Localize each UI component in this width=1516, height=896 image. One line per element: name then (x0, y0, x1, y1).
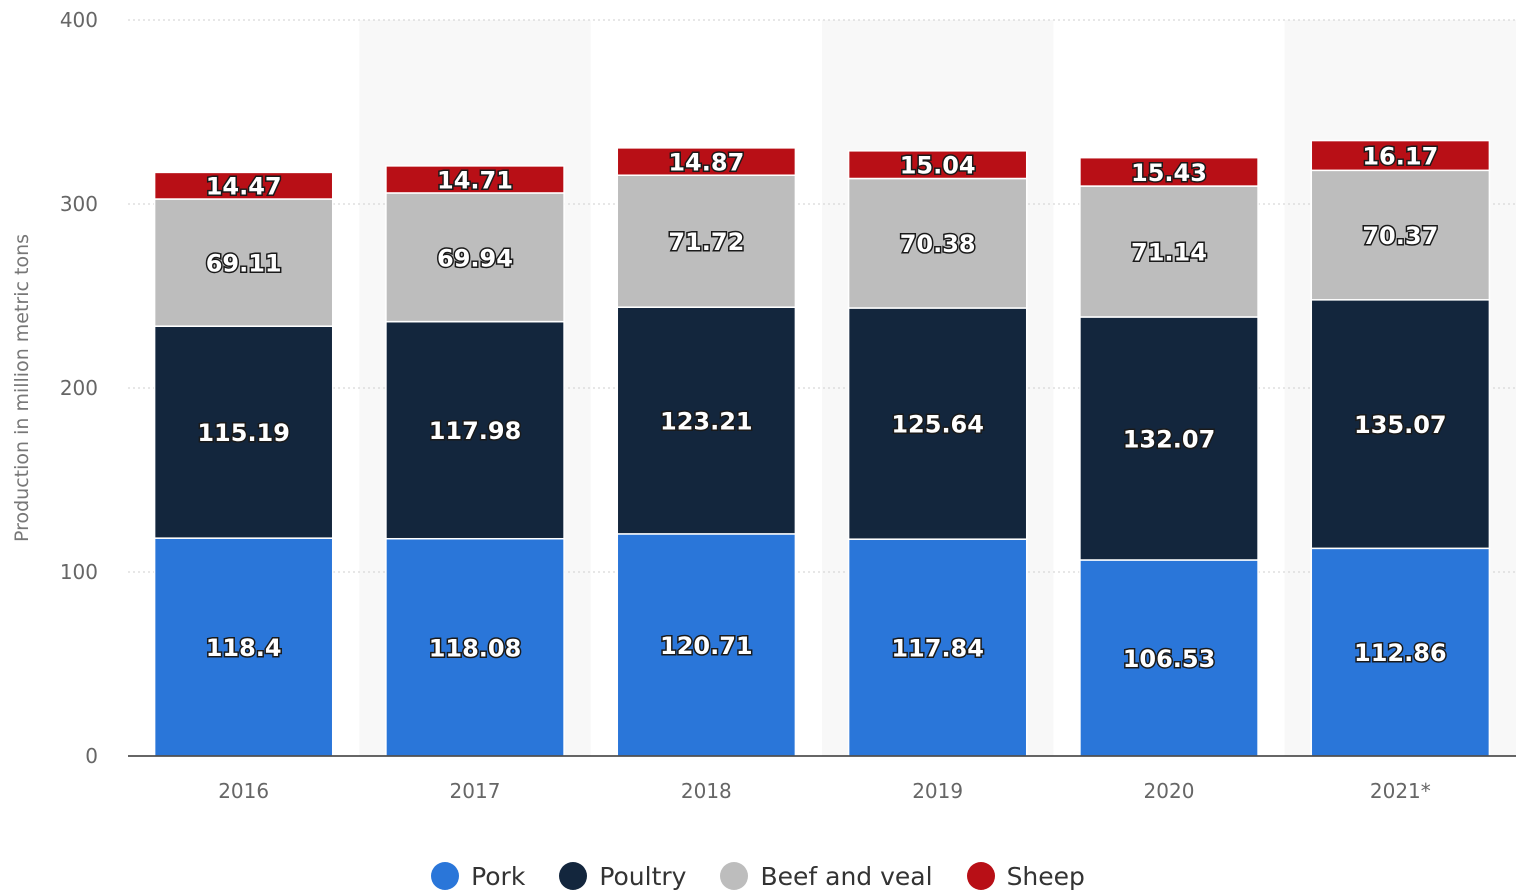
bar-pork[interactable] (1079, 559, 1259, 757)
legend-item[interactable]: Poultry (559, 862, 686, 891)
data-label: 132.07 (1123, 425, 1216, 453)
data-label: 115.19 (197, 419, 290, 447)
data-label: 123.21 (660, 408, 753, 436)
x-tick-label: 2020 (1144, 779, 1195, 803)
y-tick-label: 0 (85, 744, 98, 768)
bar-beef-and-veal[interactable] (153, 198, 334, 327)
legend-item[interactable]: Pork (431, 862, 525, 891)
bar-poultry[interactable] (385, 320, 565, 540)
data-label: 106.53 (1123, 645, 1216, 673)
data-label: 117.98 (429, 417, 522, 445)
bar-sheep[interactable] (1079, 156, 1259, 187)
y-axis-label: Production in million metric tons (11, 234, 33, 542)
data-label: 69.94 (437, 244, 513, 272)
legend-label: Pork (471, 861, 526, 891)
legend-label: Poultry (599, 861, 687, 891)
data-label: 14.71 (437, 166, 513, 194)
y-tick-label: 300 (60, 192, 98, 216)
bar-beef-and-veal[interactable] (385, 192, 565, 323)
legend-marker-icon (431, 862, 460, 890)
data-label: 14.87 (668, 149, 744, 177)
bar-poultry[interactable] (153, 325, 334, 539)
bar-sheep[interactable] (847, 150, 1028, 180)
y-tick-label: 200 (60, 376, 98, 400)
bar-sheep[interactable] (385, 165, 565, 194)
bar-pork[interactable] (1310, 547, 1491, 757)
data-label: 118.08 (429, 634, 522, 662)
bar-beef-and-veal[interactable] (616, 174, 797, 308)
legend-marker-icon (720, 862, 749, 890)
legend-marker-icon (559, 862, 588, 890)
bar-beef-and-veal[interactable] (1079, 185, 1259, 318)
bar-pork[interactable] (385, 537, 565, 757)
data-label: 135.07 (1354, 411, 1447, 439)
legend-marker-icon (966, 862, 995, 890)
legend-item[interactable]: Beef and veal (720, 861, 933, 891)
data-label: 71.14 (1131, 239, 1207, 267)
data-label: 112.86 (1354, 639, 1447, 667)
legend-item[interactable]: Sheep (966, 861, 1085, 891)
bar-pork[interactable] (153, 537, 334, 757)
data-label: 70.37 (1362, 222, 1438, 250)
bar-sheep[interactable] (1310, 139, 1491, 172)
bar-sheep[interactable] (153, 171, 334, 200)
x-tick-label: 2018 (681, 779, 732, 803)
data-label: 15.04 (900, 152, 976, 180)
x-tick-label: 2019 (912, 779, 963, 803)
x-tick-label: 2016 (218, 779, 269, 803)
legend-label: Sheep (1006, 861, 1085, 891)
x-tick-label: 2021* (1370, 779, 1431, 803)
x-tick-label: 2017 (450, 779, 501, 803)
bar-poultry[interactable] (616, 306, 797, 535)
data-label: 70.38 (900, 230, 976, 258)
bar-poultry[interactable] (847, 307, 1028, 540)
stacked-bar-chart: 0 100 200 300 400 Production in million metr… (11, 8, 1516, 803)
data-label: 118.4 (206, 634, 282, 662)
data-label: 69.11 (206, 250, 282, 278)
bar-poultry[interactable] (1310, 299, 1491, 550)
data-label: 14.47 (206, 173, 282, 201)
data-label: 16.17 (1362, 142, 1438, 170)
bar-poultry[interactable] (1079, 316, 1259, 561)
y-tick-label: 400 (60, 8, 98, 32)
legend-label: Beef and veal (760, 861, 933, 891)
data-label: 125.64 (891, 411, 984, 439)
data-label: 15.43 (1131, 159, 1207, 187)
bar-beef-and-veal[interactable] (1310, 169, 1491, 301)
y-tick-label: 100 (60, 560, 98, 584)
data-label: 117.84 (891, 635, 984, 663)
data-label: 71.72 (668, 228, 744, 256)
bar-beef-and-veal[interactable] (847, 177, 1028, 309)
legend: Pork Poultry Beef and veal Sheep (0, 856, 1516, 896)
bar-sheep[interactable] (616, 147, 797, 176)
data-label: 120.71 (660, 632, 753, 660)
bar-pork[interactable] (847, 538, 1028, 757)
